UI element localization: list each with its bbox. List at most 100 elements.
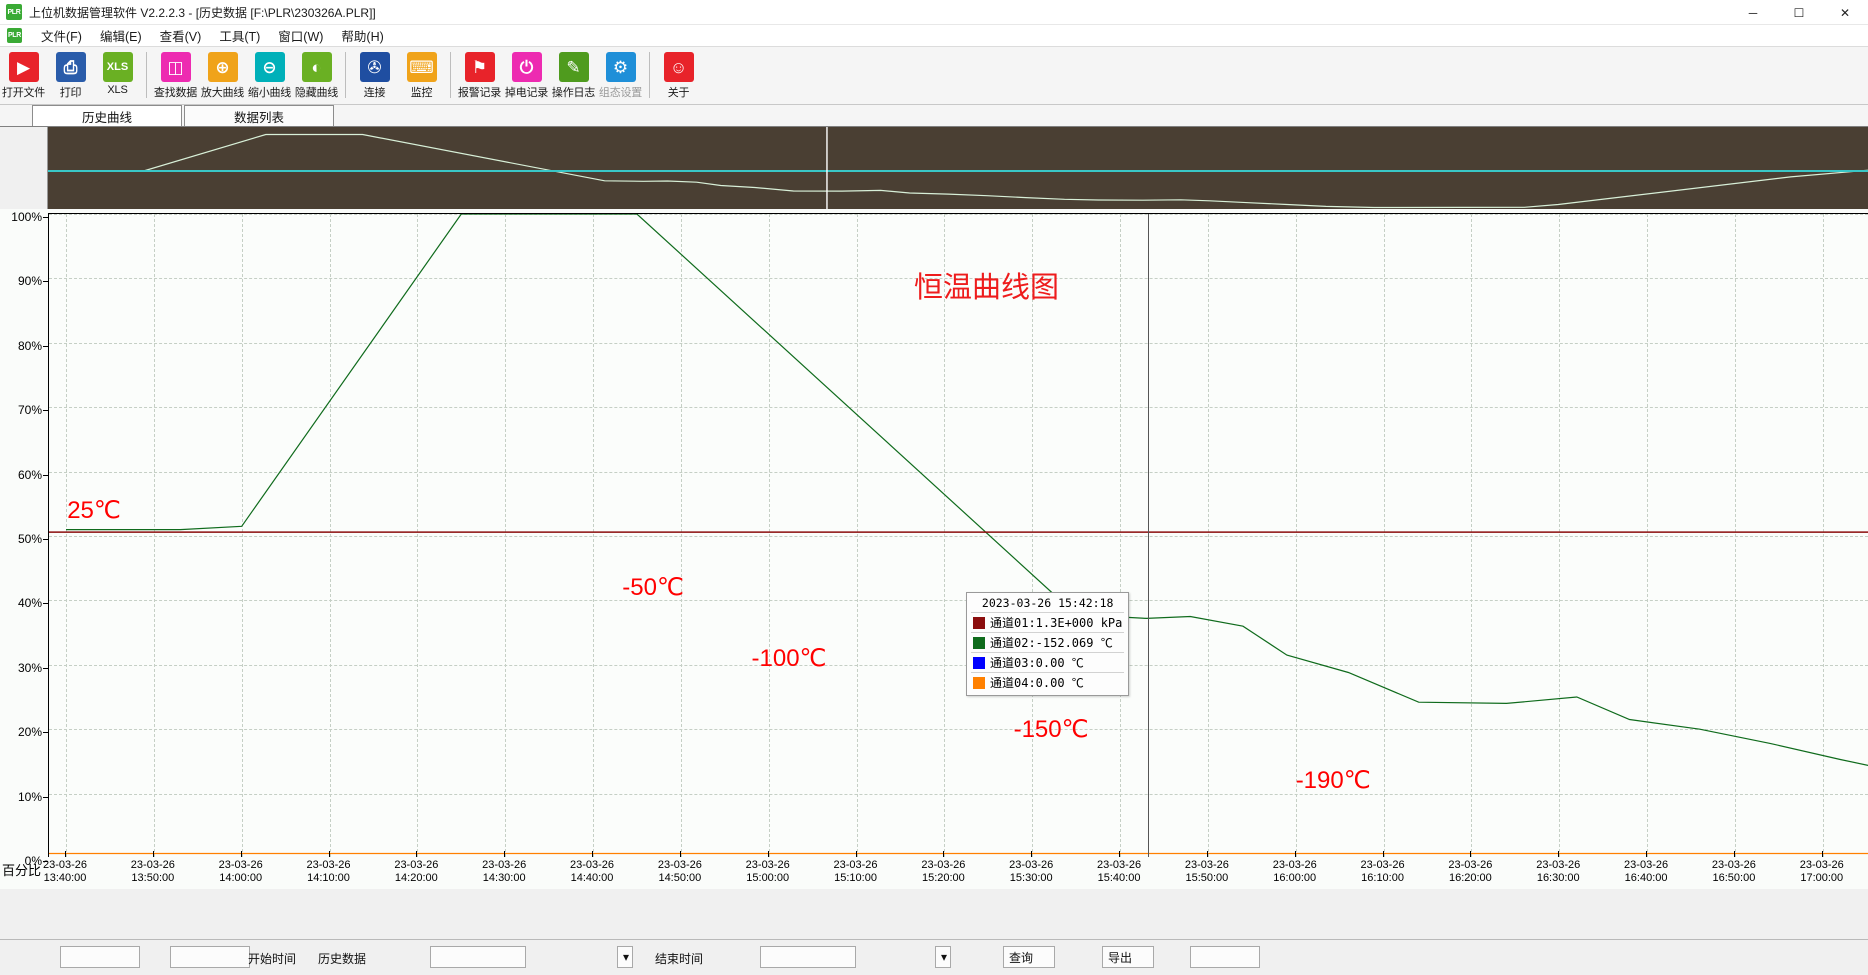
overview-left-gutter xyxy=(0,127,48,209)
overview-series-layer xyxy=(48,127,1868,209)
open-file-icon: ▶ xyxy=(8,52,39,82)
y-axis-tick xyxy=(43,217,48,218)
toolbar-button-label: 监控 xyxy=(410,87,433,99)
connect-icon: ✇ xyxy=(359,52,390,82)
overview-canvas[interactable] xyxy=(48,127,1868,209)
y-axis-tick-label: 0% xyxy=(24,854,42,868)
time-cursor-line[interactable] xyxy=(1148,214,1150,857)
grid-line-vertical xyxy=(1295,214,1297,857)
grid-line-horizontal xyxy=(49,536,1868,537)
y-axis-tick-label: 30% xyxy=(17,660,42,675)
bottom-bar-field[interactable] xyxy=(430,946,526,968)
grid-line-horizontal xyxy=(49,600,1868,602)
bottom-bar-spinner[interactable]: ▾ xyxy=(935,946,951,968)
zoom-out-curve-button[interactable]: ⊖ 缩小曲线 xyxy=(246,50,293,100)
x-axis-tick-label: 23-03-26 15:50:00 xyxy=(1184,859,1229,884)
tab-data-list[interactable]: 数据列表 xyxy=(184,105,334,126)
tab-history-curve[interactable]: 历史曲线 xyxy=(32,105,182,126)
legend-color-swatch xyxy=(973,616,985,629)
close-button[interactable]: ✕ xyxy=(1839,5,1851,20)
y-axis-tick xyxy=(43,603,48,605)
bottom-bar-label: 历史数据 xyxy=(318,952,367,966)
menu-item-file[interactable]: 文件(F) xyxy=(41,30,82,44)
xls-icon: XLS xyxy=(102,52,133,82)
grid-line-vertical xyxy=(417,214,419,857)
connect-button[interactable]: ✇ 连接 xyxy=(351,50,398,100)
configuration-settings-button: ⚙ 组态设置 xyxy=(597,50,644,100)
x-axis-tick xyxy=(328,851,330,857)
overview-line-channel02 xyxy=(48,133,1868,209)
alarm-record-button[interactable]: ⚑ 报警记录 xyxy=(456,50,503,100)
toolbar-separator xyxy=(345,52,346,98)
power-loss-record-button[interactable]: ⏻ 掉电记录 xyxy=(503,50,550,100)
menu-item-window[interactable]: 窗口(W) xyxy=(278,30,324,44)
x-axis-tick-label: 23-03-26 17:00:00 xyxy=(1799,859,1844,884)
open-file-button[interactable]: ▶ 打开文件 xyxy=(0,50,47,100)
bottom-bar-field[interactable] xyxy=(760,946,856,968)
legend-row-label: 通道02:-152.069 ℃ xyxy=(990,636,1113,650)
print-button[interactable]: ⎙ 打印 xyxy=(47,50,94,100)
menu-item-view[interactable]: 查看(V) xyxy=(159,30,202,44)
x-axis-tick-label: 23-03-26 16:00:00 xyxy=(1272,859,1317,884)
about-icon: ☺ xyxy=(663,52,694,82)
x-axis: 23-03-26 13:40:00 23-03-26 13:50:00 23-03-26… xyxy=(43,851,1868,889)
minimize-button[interactable]: ─ xyxy=(1748,5,1758,20)
zoom-in-curve-button[interactable]: ⊕ 放大曲线 xyxy=(199,50,246,100)
operation-log-button[interactable]: ✎ 操作日志 xyxy=(550,50,597,100)
grid-line-vertical xyxy=(680,214,682,857)
menu-item-edit[interactable]: 编辑(E) xyxy=(99,30,142,44)
bottom-bar-spinner[interactable]: ▾ xyxy=(617,946,633,968)
grid-line-horizontal xyxy=(49,729,1868,731)
toolbar-separator xyxy=(146,52,147,98)
find-data-icon: ◫ xyxy=(160,52,191,82)
xls-button[interactable]: XLS XLS xyxy=(94,50,141,96)
y-axis-tick-label: 20% xyxy=(17,725,42,740)
chart-area[interactable]: 100% 90% 80% 70% 60% 50% 40% 30% 20% 10% 0% 200℃25… xyxy=(0,209,1868,889)
x-axis-tick-label: 23-03-26 15:30:00 xyxy=(1009,859,1054,884)
y-axis-tick xyxy=(43,732,48,734)
grid-line-vertical xyxy=(1032,214,1034,857)
find-data-button[interactable]: ◫ 查找数据 xyxy=(152,50,199,100)
bottom-bar-item[interactable] xyxy=(170,946,250,968)
title-bar: PLR 上位机数据管理软件 V2.2.2.3 - [历史数据 [F:\PLR\2… xyxy=(0,0,1868,25)
about-button[interactable]: ☺ 关于 xyxy=(655,50,702,100)
app-icon: PLR xyxy=(6,4,22,20)
y-axis-caption: 百分比 xyxy=(2,863,42,878)
plot-canvas[interactable]: 200℃25℃-50℃-100℃-150℃-190℃恒温曲线图2023-03-2… xyxy=(48,213,1868,857)
y-axis-tick-label: 10% xyxy=(17,789,42,804)
y-axis-tick-label: 90% xyxy=(17,274,42,289)
grid-line-vertical xyxy=(944,214,946,857)
x-axis-tick-label: 23-03-26 15:00:00 xyxy=(745,859,790,884)
grid-line-vertical xyxy=(593,214,595,857)
y-axis-tick xyxy=(43,539,48,540)
legend-color-swatch xyxy=(973,656,985,669)
toolbar-button-label: 打印 xyxy=(59,87,82,99)
bottom-bar-field[interactable] xyxy=(1190,946,1260,968)
curve-overview-strip[interactable] xyxy=(0,127,1868,209)
maximize-button[interactable]: ☐ xyxy=(1793,5,1805,20)
y-axis-tick-label: 50% xyxy=(17,532,42,546)
bottom-bar-button[interactable]: 导出 xyxy=(1102,946,1154,968)
legend-row-label: 通道03:0.00 ℃ xyxy=(990,656,1084,670)
grid-line-vertical xyxy=(1647,214,1649,857)
bottom-bar-label: 开始时间 xyxy=(248,952,297,966)
x-axis-tick xyxy=(943,851,945,857)
bottom-bar-item[interactable] xyxy=(60,946,140,968)
monitor-button[interactable]: ⌨ 监控 xyxy=(398,50,445,100)
x-axis-tick xyxy=(1733,851,1735,857)
x-axis-tick xyxy=(855,851,857,857)
bottom-bar-button[interactable]: 查询 xyxy=(1003,946,1055,968)
series-line-channel02 xyxy=(66,214,1868,766)
menu-item-help[interactable]: 帮助(H) xyxy=(341,30,384,44)
menu-item-tools[interactable]: 工具(T) xyxy=(219,30,261,44)
grid-line-vertical xyxy=(505,214,507,857)
power-loss-record-icon: ⏻ xyxy=(511,52,542,82)
y-axis-tick xyxy=(43,796,48,798)
legend-row: 通道04:0.00 ℃ xyxy=(971,672,1125,692)
legend-tooltip[interactable]: 2023-03-26 15:42:18 通道01:1.3E+000 kPa 通道02… xyxy=(966,592,1130,696)
hide-curve-button[interactable]: ◐ 隐藏曲线 xyxy=(293,50,340,100)
toolbar-button-label: 关于 xyxy=(667,87,690,99)
x-axis-tick xyxy=(1646,851,1648,857)
toolbar-group: ▶ 打开文件 ⎙ 打印 XLS XLS xyxy=(0,50,141,100)
window-controls: ─ ☐ ✕ xyxy=(1730,0,1868,25)
